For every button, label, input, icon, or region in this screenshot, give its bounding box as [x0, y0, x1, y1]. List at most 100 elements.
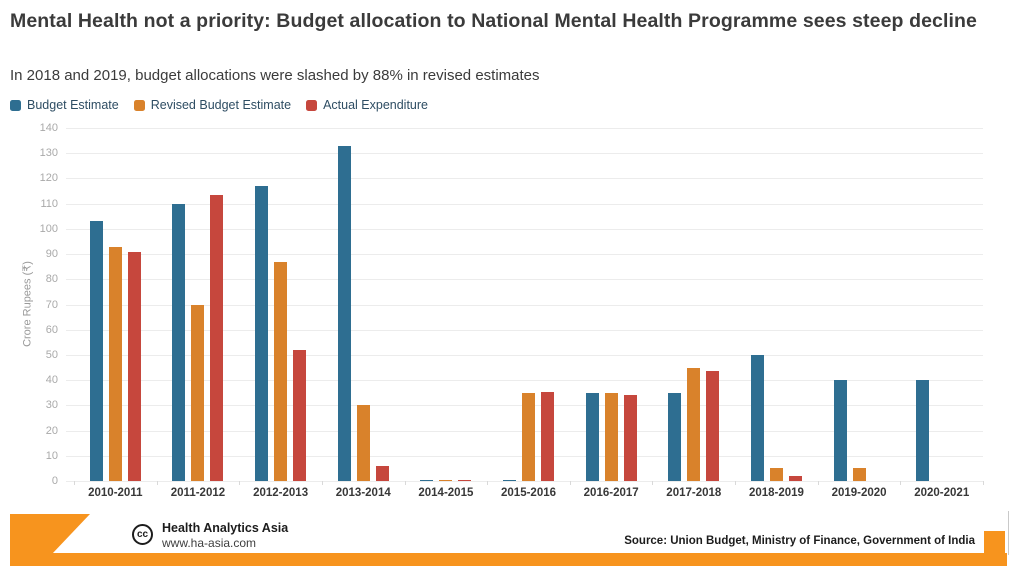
y-tick-label: 140 [39, 122, 58, 134]
gridline [66, 329, 983, 331]
bar-group-2015-2016 [487, 128, 570, 481]
bar-revised-budget-estimate-2011-2012[interactable] [191, 304, 205, 481]
x-axis-ticks [74, 481, 984, 486]
bar-group-2012-2013 [239, 128, 322, 481]
legend-swatch-icon [10, 99, 21, 111]
legend-item-revised-budget-estimate[interactable]: Revised Budget Estimate [133, 98, 292, 112]
bar-revised-budget-estimate-2016-2017[interactable] [604, 392, 618, 481]
bar-revised-budget-estimate-2017-2018[interactable] [687, 367, 701, 481]
brand-name: Health Analytics Asia [162, 521, 289, 535]
bar-revised-budget-estimate-2014-2015[interactable] [439, 479, 453, 481]
legend-swatch-icon [133, 99, 145, 111]
y-tick-label: 60 [45, 323, 58, 336]
legend: Budget Estimate Revised Budget Estimate Ac… [10, 98, 428, 112]
x-tick [817, 481, 819, 485]
gridline [66, 228, 983, 230]
legend-swatch-icon [306, 99, 318, 111]
chart-subtitle: In 2018 and 2019, budget allocations wer… [10, 67, 540, 84]
bar-revised-budget-estimate-2019-2020[interactable] [852, 468, 866, 481]
bar-budget-estimate-2013-2014[interactable] [337, 145, 351, 481]
bar-revised-budget-estimate-2012-2013[interactable] [274, 261, 288, 481]
x-axis-label: 2014-2015 [418, 487, 474, 499]
bar-revised-budget-estimate-2010-2011[interactable] [108, 246, 122, 481]
gridline [66, 279, 983, 281]
bar-revised-budget-estimate-2018-2019[interactable] [769, 468, 783, 481]
bar-group-2017-2018 [652, 128, 735, 481]
y-tick-label: 20 [45, 424, 58, 437]
gridline [66, 254, 983, 256]
legend-label: Revised Budget Estimate [150, 98, 292, 112]
bar-group-2014-2015 [405, 128, 488, 481]
legend-item-actual-expenditure[interactable]: Actual Expenditure [306, 98, 428, 112]
gridline [66, 481, 983, 482]
y-tick-label: 110 [40, 197, 58, 210]
bar-budget-estimate-2010-2011[interactable] [89, 221, 103, 481]
x-tick [487, 481, 489, 485]
gridline [66, 203, 983, 205]
bar-budget-estimate-2019-2020[interactable] [833, 380, 847, 481]
source-credit: Source: Union Budget, Ministry of Financ… [624, 535, 975, 547]
bar-group-2016-2017 [570, 128, 653, 481]
bar-actual-expenditure-2011-2012[interactable] [210, 194, 224, 481]
bar-revised-budget-estimate-2013-2014[interactable] [356, 405, 370, 481]
bar-group-2010-2011 [74, 128, 157, 481]
bar-budget-estimate-2012-2013[interactable] [255, 186, 269, 481]
gridline [66, 128, 983, 129]
bar-budget-estimate-2015-2016[interactable] [503, 479, 517, 481]
footer-accent-right-shape [984, 531, 1005, 566]
bar-actual-expenditure-2014-2015[interactable] [458, 479, 472, 481]
x-tick [239, 481, 241, 485]
bar-actual-expenditure-2018-2019[interactable] [788, 475, 802, 481]
x-tick [74, 481, 75, 485]
footer-accent-bottom-bar [10, 553, 1007, 566]
bar-group-2018-2019 [735, 128, 818, 481]
x-tick [652, 481, 654, 485]
bar-budget-estimate-2018-2019[interactable] [750, 354, 764, 481]
gridline [66, 354, 983, 356]
x-axis-label: 2020-2021 [914, 487, 970, 499]
y-tick-label: 130 [39, 147, 58, 160]
x-axis-label: 2012-2013 [253, 487, 309, 499]
bar-actual-expenditure-2013-2014[interactable] [375, 465, 389, 481]
legend-label: Budget Estimate [27, 98, 119, 112]
y-tick-label: 90 [45, 248, 58, 261]
x-axis-label: 2011-2012 [170, 487, 226, 499]
y-tick-label: 120 [39, 172, 58, 185]
x-tick [569, 481, 571, 485]
bar-budget-estimate-2017-2018[interactable] [668, 392, 682, 481]
brand-url[interactable]: www.ha-asia.com [162, 536, 257, 550]
y-tick-label: 30 [45, 399, 58, 412]
bar-group-2011-2012 [157, 128, 240, 481]
footer-banner: cc Health Analytics Asia www.ha-asia.com… [10, 511, 1009, 566]
x-axis-label: 2019-2020 [831, 487, 887, 499]
x-tick [900, 481, 902, 485]
bar-group-2020-2021 [900, 128, 983, 481]
x-axis-label: 2017-2018 [666, 487, 722, 499]
bar-actual-expenditure-2015-2016[interactable] [541, 391, 555, 481]
bar-actual-expenditure-2012-2013[interactable] [293, 349, 307, 481]
footer-accent-left-shape [10, 514, 90, 554]
bar-actual-expenditure-2017-2018[interactable] [706, 371, 720, 481]
gridline [66, 380, 983, 382]
bar-actual-expenditure-2016-2017[interactable] [623, 395, 637, 481]
x-tick [156, 481, 158, 485]
legend-item-budget-estimate[interactable]: Budget Estimate [10, 98, 119, 112]
x-axis-label: 2013-2014 [335, 487, 391, 499]
chart-title: Mental Health not a priority: Budget all… [10, 10, 977, 32]
bar-revised-budget-estimate-2015-2016[interactable] [522, 392, 536, 481]
bar-group-2013-2014 [322, 128, 405, 481]
bar-budget-estimate-2011-2012[interactable] [172, 203, 186, 481]
bar-budget-estimate-2016-2017[interactable] [585, 392, 599, 481]
bar-budget-estimate-2014-2015[interactable] [420, 479, 434, 481]
x-axis-label: 2016-2017 [583, 487, 639, 499]
bar-actual-expenditure-2010-2011[interactable] [127, 251, 141, 481]
bar-chart: Crore Rupees (₹) 2010-2011 2011-2012 2012-… [0, 122, 1024, 508]
bar-budget-estimate-2020-2021[interactable] [916, 380, 930, 481]
gridline [66, 178, 983, 180]
y-tick-label: 70 [45, 298, 58, 311]
y-tick-label: 0 [51, 475, 58, 487]
y-tick-label: 80 [45, 273, 58, 286]
creative-commons-icon: cc [132, 524, 153, 545]
x-tick [735, 481, 737, 485]
y-tick-label: 10 [45, 449, 58, 462]
